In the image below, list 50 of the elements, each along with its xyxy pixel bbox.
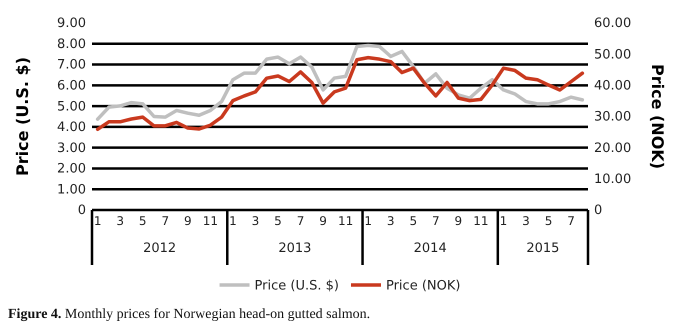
- y-axis-title: Price (U.S. $): [13, 56, 32, 176]
- x-tick-label: 1: [229, 214, 237, 228]
- x-tick-label: 9: [319, 214, 327, 228]
- y-tick-label: 0: [78, 203, 86, 218]
- x-tick-label: 1: [500, 214, 508, 228]
- x-tick-label: 1: [364, 214, 372, 228]
- x-tick-label: 11: [473, 214, 489, 228]
- text: 2013: [278, 241, 312, 256]
- x-tick-label: 7: [432, 214, 440, 228]
- y2-tick-label: 60.00: [594, 16, 632, 32]
- text: 2015: [526, 241, 560, 256]
- x-tick-label: 3: [386, 214, 395, 228]
- x-tick-label: 7: [296, 214, 304, 228]
- y-tick-label: 9.00: [57, 16, 86, 32]
- x-tick-label: 5: [274, 214, 282, 228]
- legend-label: Price (NOK): [386, 278, 460, 294]
- x-tick-label: 7: [161, 214, 170, 228]
- y-tick-label: 7.00: [57, 58, 86, 73]
- line-series: [96, 44, 584, 121]
- y2-tick-label: 50.00: [594, 47, 632, 62]
- y2-tick-label: 10.00: [594, 172, 632, 187]
- x-tick-label: 5: [138, 214, 147, 228]
- y-tick-label: 8.00: [57, 36, 86, 52]
- x-tick-label: 3: [522, 214, 530, 228]
- y-tick-label: 6.00: [57, 78, 86, 94]
- x-tick-label: 3: [116, 214, 124, 228]
- y2-tick-label: 40.00: [594, 78, 632, 94]
- y2-tick-label: 30.00: [594, 110, 632, 125]
- x-tick-label: 11: [338, 214, 354, 228]
- caption: Figure 4. Monthly prices for Norwegian head-on gutted salmon.: [8, 307, 370, 322]
- x-tick-label: 9: [184, 214, 192, 228]
- x-tick-label: 5: [544, 214, 552, 228]
- x-tick-label: 3: [252, 214, 260, 228]
- line-series: [96, 56, 584, 132]
- x-tick-label: 7: [567, 214, 575, 228]
- y2-tick-label: 0: [594, 203, 602, 218]
- y-tick-label: 3.00: [57, 140, 86, 156]
- x-tick-label: 1: [94, 214, 102, 228]
- y-tick-label: 5.00: [57, 99, 86, 114]
- legend-label: Price (U.S. $): [254, 278, 339, 294]
- x-tick-label: 5: [409, 214, 418, 228]
- y2-tick-label: 20.00: [594, 140, 632, 156]
- y-tick-label: 4.00: [57, 120, 86, 136]
- text: 2012: [143, 241, 176, 256]
- text: 2014: [414, 241, 447, 256]
- y2-axis-title: Price (NOK): [648, 64, 667, 170]
- x-tick-label: 9: [454, 214, 462, 228]
- x-tick-label: 11: [202, 214, 218, 228]
- y-tick-label: 2.00: [57, 162, 86, 177]
- y-tick-label: 1.00: [57, 182, 86, 198]
